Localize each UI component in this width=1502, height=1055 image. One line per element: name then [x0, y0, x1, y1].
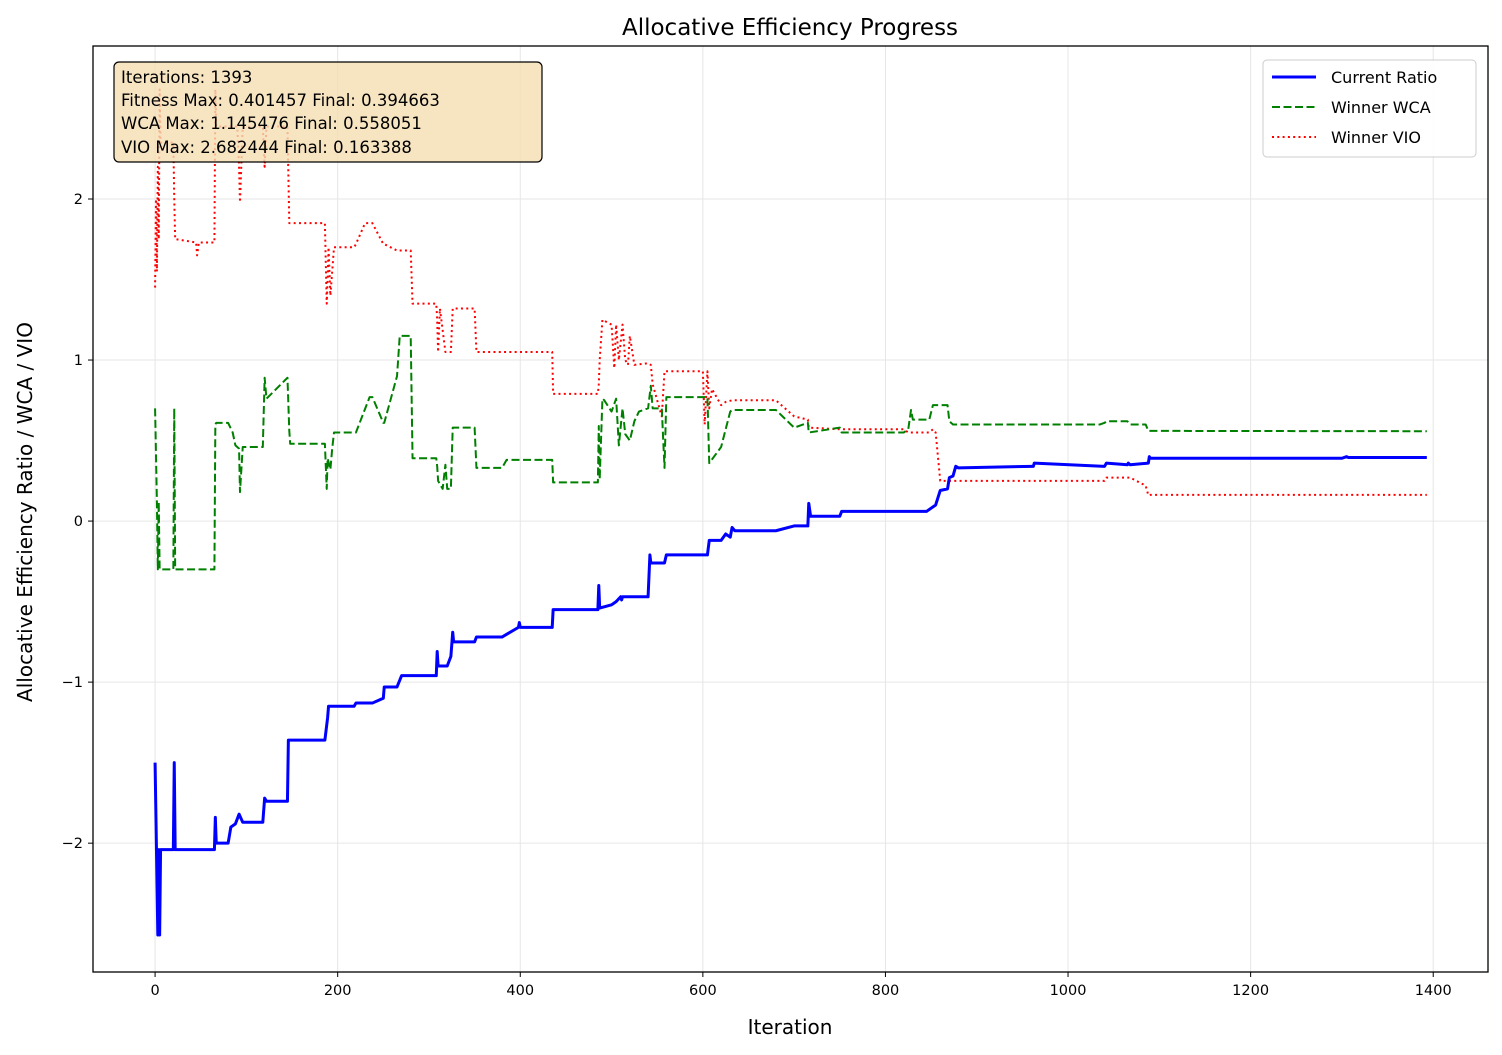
x-tick-label: 1400 — [1415, 983, 1452, 999]
series-current-ratio-line — [153, 455, 1427, 937]
x-tick-label: 800 — [872, 983, 900, 999]
x-tick-label: 1000 — [1050, 983, 1087, 999]
x-axis-ticks: 0 200 400 600 800 1000 1200 1400 — [150, 972, 1452, 999]
y-tick-label: 2 — [74, 192, 83, 208]
stats-box-background — [113, 61, 543, 163]
stats-line-fitness: Fitness Max: 0.401457 Final: 0.394663 — [121, 91, 440, 110]
x-tick-label: 400 — [506, 983, 534, 999]
y-tick-label: −1 — [62, 675, 83, 691]
x-tick-label: 0 — [150, 983, 159, 999]
stats-line-wca: WCA Max: 1.145476 Final: 0.558051 — [121, 114, 422, 133]
x-axis-label: Iteration — [748, 1015, 833, 1039]
stats-line-iterations: Iterations: 1393 — [121, 68, 252, 87]
legend-label-current-ratio: Current Ratio — [1331, 68, 1437, 87]
x-tick-label: 200 — [324, 983, 352, 999]
stats-annotation-box: Iterations: 1393 Fitness Max: 0.401457 F… — [113, 61, 543, 163]
legend: Current Ratio Winner WCA Winner VIO — [1262, 59, 1477, 158]
plot-frame — [92, 45, 1489, 973]
legend-label-winner-wca: Winner WCA — [1331, 98, 1431, 117]
y-axis-label: Allocative Efficiency Ratio / WCA / VIO — [13, 322, 37, 702]
y-axis-ticks: −2 −1 0 1 2 — [62, 192, 93, 852]
stats-line-vio: VIO Max: 2.682444 Final: 0.163388 — [121, 138, 412, 157]
grid — [93, 46, 1488, 972]
legend-frame — [1262, 59, 1477, 158]
y-tick-label: 0 — [74, 514, 83, 530]
x-tick-label: 600 — [689, 983, 717, 999]
y-tick-label: 1 — [74, 353, 83, 369]
chart-title: Allocative Efficiency Progress — [622, 15, 958, 41]
legend-label-winner-vio: Winner VIO — [1331, 128, 1421, 147]
y-tick-label: −2 — [62, 836, 83, 852]
series-layer — [153, 88, 1427, 937]
x-tick-label: 1200 — [1232, 983, 1269, 999]
series-winner-wca-line — [154, 334, 1427, 571]
